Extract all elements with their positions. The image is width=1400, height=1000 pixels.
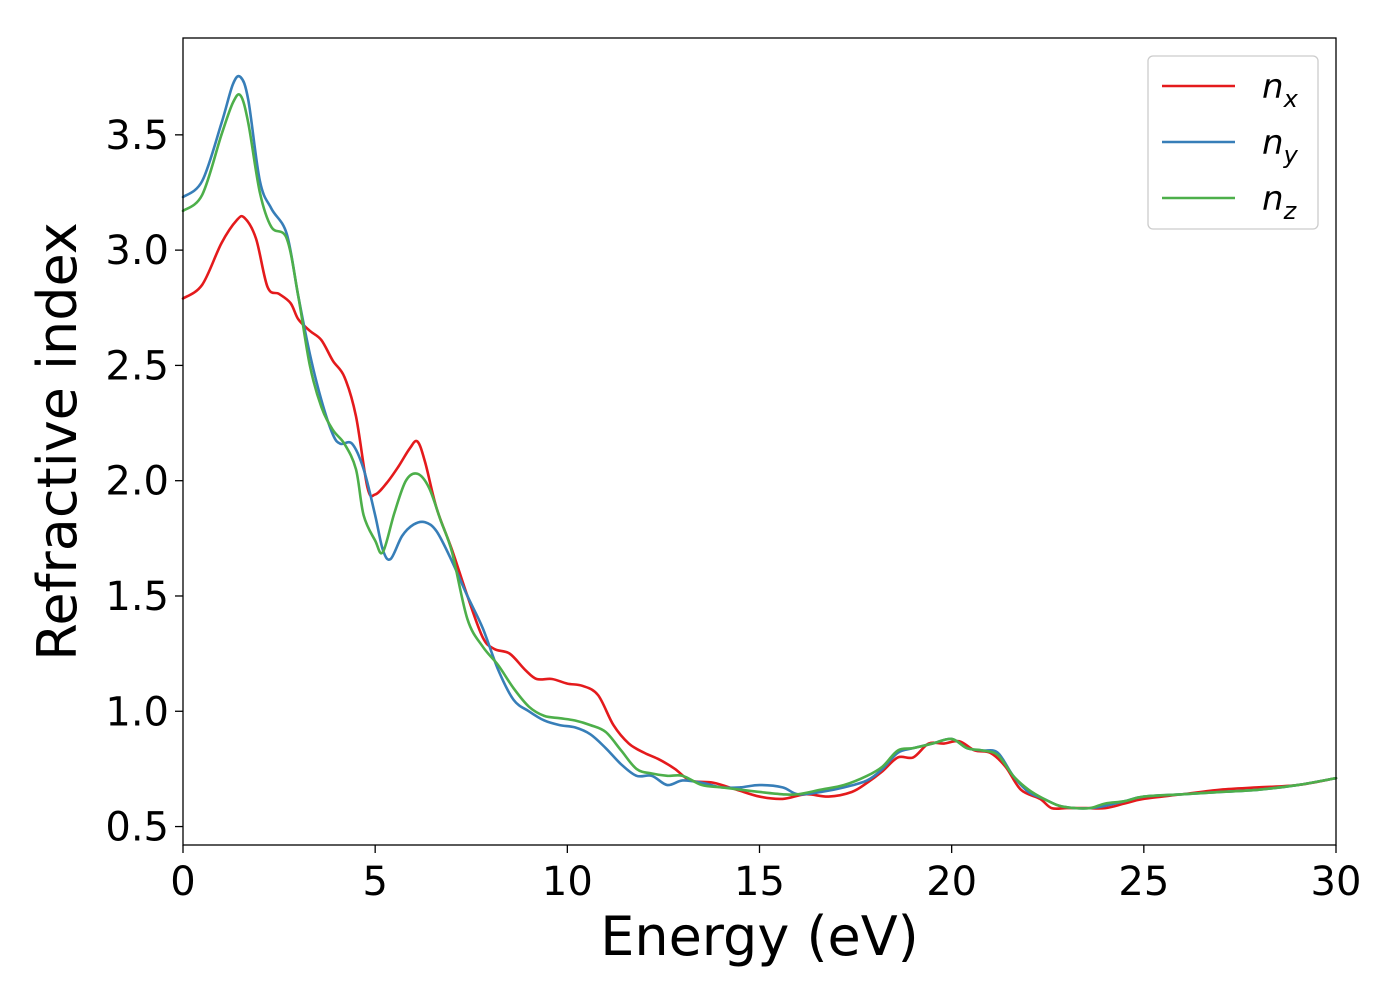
series-line-n-z — [181, 93, 1338, 810]
series-line-n-x — [181, 214, 1338, 811]
x-tick-label: 20 — [926, 859, 977, 905]
legend-label: ny — [1262, 123, 1299, 169]
x-tick-label: 15 — [734, 859, 785, 905]
x-tick-label: 25 — [1118, 859, 1169, 905]
legend-label-subscript: z — [1283, 197, 1298, 225]
x-tick-label: 5 — [362, 859, 387, 905]
y-tick-label: 2.5 — [105, 343, 169, 389]
y-axis-ticks: 0.5 1.0 1.5 2.0 2.5 3.0 3.5 — [105, 113, 183, 851]
x-axis-label: Energy (eV) — [600, 905, 919, 968]
y-tick-label: 3.0 — [105, 228, 169, 274]
legend-label-subscript: y — [1283, 141, 1299, 169]
y-tick-label: 3.5 — [105, 113, 169, 159]
y-tick-label: 1.0 — [105, 689, 169, 735]
y-tick-label: 1.5 — [105, 574, 169, 620]
y-tick-label: 2.0 — [105, 459, 169, 505]
y-tick-label: 0.5 — [105, 805, 169, 851]
series-layer — [181, 74, 1338, 811]
x-tick-label: 0 — [170, 859, 195, 905]
legend-label-base: n — [1262, 123, 1284, 163]
x-tick-label: 10 — [542, 859, 593, 905]
legend-label: nz — [1262, 179, 1298, 225]
legend-label-base: n — [1262, 179, 1284, 219]
legend-label: nx — [1262, 67, 1299, 113]
x-tick-label: 30 — [1311, 859, 1362, 905]
x-axis-ticks: 0 5 10 15 20 25 30 — [170, 845, 1361, 905]
y-axis-label: Refractive index — [26, 222, 89, 661]
legend-label-base: n — [1262, 67, 1284, 107]
legend-label-subscript: x — [1283, 85, 1299, 113]
